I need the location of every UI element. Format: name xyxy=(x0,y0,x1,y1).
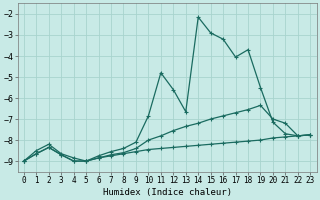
X-axis label: Humidex (Indice chaleur): Humidex (Indice chaleur) xyxy=(103,188,232,197)
